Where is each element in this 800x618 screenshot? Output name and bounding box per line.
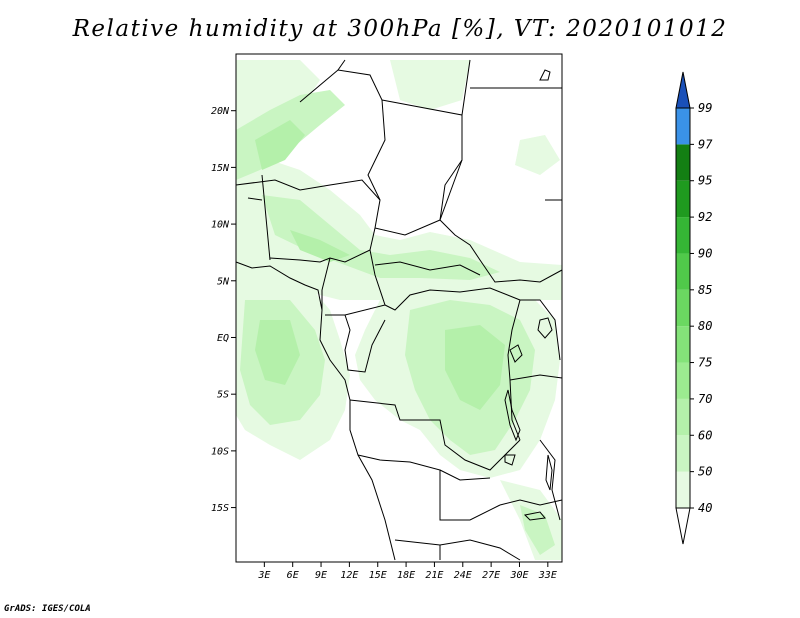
colorbar-label: 92 xyxy=(698,210,712,224)
lake xyxy=(504,389,521,442)
border xyxy=(439,115,463,221)
colorbar-segment xyxy=(676,180,690,218)
coastline xyxy=(235,261,396,561)
lat-tick-label: 15S xyxy=(211,503,229,514)
longitude-axis: 3E 6E 9E 12E 15E 18E 21E 24E 27E 30E 33E xyxy=(257,562,557,581)
coastline xyxy=(539,69,551,81)
colorbar-segment xyxy=(676,289,690,327)
border xyxy=(439,159,463,221)
colorbar: 40 50 60 70 75 80 85 90 92 95 97 99 xyxy=(675,71,713,545)
rh-region xyxy=(290,230,350,262)
colorbar-segment xyxy=(676,144,690,181)
colorbar-segment xyxy=(676,471,690,508)
border xyxy=(374,261,481,276)
map-frame xyxy=(235,53,563,563)
lon-tick-label: 18E xyxy=(397,570,415,581)
border xyxy=(394,539,521,561)
latitude-axis: 20N 15N 10N 5N EQ 5S 10S 15S xyxy=(211,106,236,514)
colorbar-segment xyxy=(676,326,690,363)
rh-region xyxy=(262,195,500,280)
lon-tick-label: 6E xyxy=(287,570,299,581)
rh-region xyxy=(255,120,305,170)
lat-tick-label: 5N xyxy=(217,276,230,287)
rh-region xyxy=(515,135,560,175)
rh-region xyxy=(445,325,505,410)
colorbar-label: 60 xyxy=(698,428,712,442)
lat-tick-label: EQ xyxy=(217,333,229,344)
lat-tick-label: 15N xyxy=(211,163,230,174)
colorbar-segment xyxy=(676,108,690,145)
grads-credit: GrADS: IGES/COLA xyxy=(4,604,91,614)
border xyxy=(439,469,491,481)
lon-tick-label: 21E xyxy=(425,570,443,581)
border xyxy=(509,374,563,381)
colorbar-label: 90 xyxy=(698,246,712,260)
colorbar-label: 50 xyxy=(698,465,712,479)
rh-region xyxy=(255,320,300,385)
border xyxy=(384,287,521,311)
colorbar-label: 97 xyxy=(698,137,713,151)
colorbar-segment xyxy=(676,398,690,436)
colorbar-segment xyxy=(676,253,690,290)
lake xyxy=(523,511,546,521)
lon-tick-label: 30E xyxy=(509,570,528,581)
map-title: Relative humidity at 300hPa [%], VT: 202… xyxy=(72,16,728,42)
border xyxy=(235,179,381,229)
colorbar-high-arrow xyxy=(675,71,691,109)
colorbar-label: 85 xyxy=(698,283,712,297)
border xyxy=(499,499,563,506)
lat-tick-label: 10N xyxy=(211,220,230,231)
border xyxy=(321,257,331,310)
lake xyxy=(537,317,553,339)
rh-region xyxy=(390,60,470,110)
lat-tick-label: 10S xyxy=(211,446,229,457)
colorbar-segment xyxy=(676,435,690,472)
lon-tick-label: 3E xyxy=(257,570,270,581)
humidity-shading xyxy=(236,60,562,560)
lon-tick-label: 33E xyxy=(538,570,557,581)
colorbar-label: 40 xyxy=(698,501,712,515)
lon-tick-label: 12E xyxy=(340,570,358,581)
lon-tick-label: 15E xyxy=(369,570,387,581)
colorbar-segment xyxy=(676,217,690,254)
border xyxy=(247,197,263,201)
lat-tick-label: 5S xyxy=(217,390,229,401)
country-boundaries xyxy=(235,59,563,561)
lon-tick-label: 24E xyxy=(454,570,472,581)
colorbar-label: 95 xyxy=(698,174,712,188)
border xyxy=(337,59,346,71)
lake xyxy=(509,344,523,363)
border xyxy=(261,174,271,261)
rh-region xyxy=(520,505,555,555)
lake xyxy=(504,454,516,466)
colorbar-outline xyxy=(675,107,691,509)
border xyxy=(374,219,563,283)
border xyxy=(507,299,521,441)
colorbar-segment xyxy=(676,362,690,399)
colorbar-label: 99 xyxy=(698,101,712,115)
border xyxy=(344,314,386,373)
colorbar-label: 80 xyxy=(698,319,712,333)
colorbar-label: 75 xyxy=(698,356,712,370)
colorbar-low-arrow xyxy=(675,507,691,545)
lon-tick-label: 9E xyxy=(315,570,327,581)
border xyxy=(349,399,521,471)
colorbar-label: 70 xyxy=(698,392,712,406)
border xyxy=(539,439,561,521)
lat-tick-label: 20N xyxy=(211,106,230,117)
border xyxy=(520,299,561,361)
lon-tick-label: 27E xyxy=(482,570,500,581)
lake xyxy=(545,454,553,491)
